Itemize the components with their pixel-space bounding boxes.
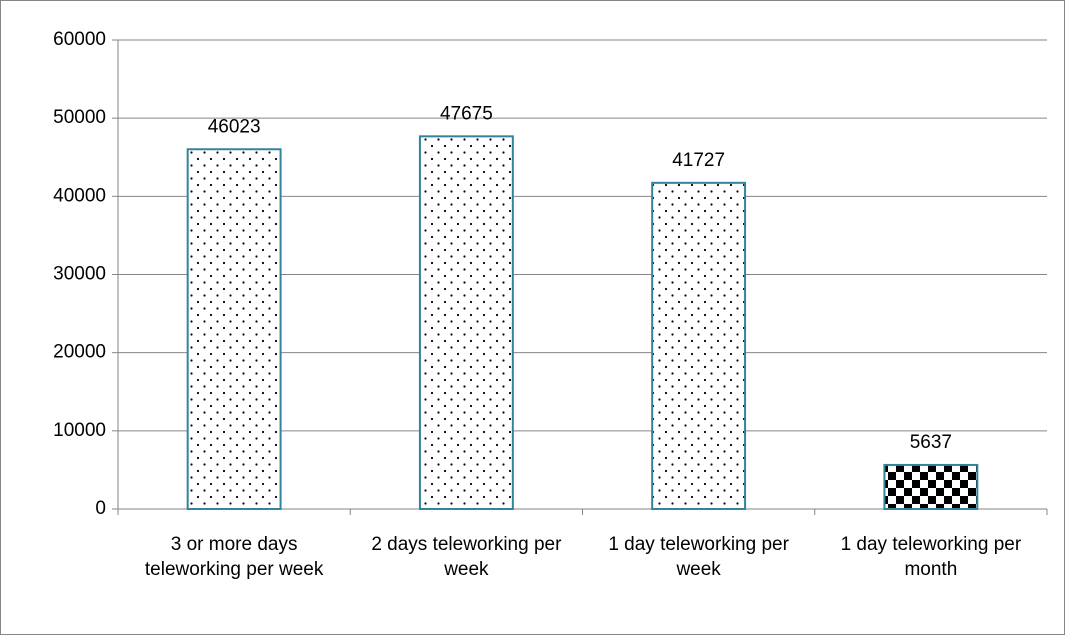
data-label: 46023 xyxy=(208,116,261,137)
y-tick-label: 10000 xyxy=(53,420,106,441)
bar xyxy=(186,148,282,511)
data-label: 5637 xyxy=(910,432,952,453)
y-tick-label: 20000 xyxy=(53,342,106,363)
x-tick-label: 3 or more days teleworking per week xyxy=(145,534,324,580)
y-tick-label: 50000 xyxy=(53,107,106,128)
x-tick-label: 1 day teleworking per month xyxy=(841,534,1022,580)
bar xyxy=(418,135,514,510)
bar xyxy=(883,463,979,510)
y-tick-label: 30000 xyxy=(53,264,106,285)
x-tick-label: 1 day teleworking per week xyxy=(608,534,789,580)
y-tick-label: 0 xyxy=(95,498,106,519)
bar xyxy=(651,181,747,510)
y-tick-label: 40000 xyxy=(53,185,106,206)
x-tick-label: 2 days teleworking per week xyxy=(371,534,562,580)
y-tick-label: 60000 xyxy=(53,29,106,50)
data-label: 41727 xyxy=(672,150,725,171)
data-label: 47675 xyxy=(440,103,493,124)
